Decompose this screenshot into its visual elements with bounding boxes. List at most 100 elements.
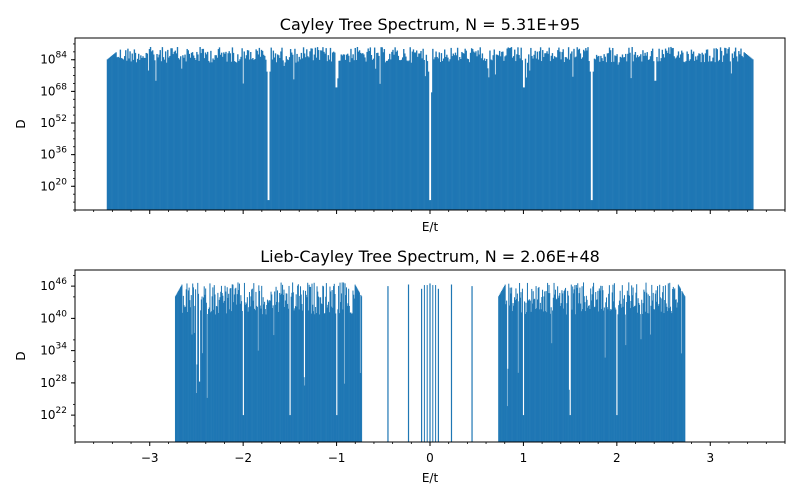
cayley-bar (620, 57, 623, 211)
lieb-cayley-bar (662, 292, 664, 442)
lieb-cayley-bar (664, 300, 666, 442)
lieb-cayley-bar (262, 297, 264, 442)
lieb-cayley-bar (309, 286, 311, 442)
lieb-cayley-bar (514, 297, 516, 442)
lieb-cayley-bar (300, 286, 302, 442)
lieb-cayley-bar (320, 297, 322, 442)
lieb-cayley-bar (336, 415, 338, 442)
cayley-bar (578, 48, 581, 211)
cayley-bar (124, 56, 126, 210)
lieb-cayley-bar (652, 292, 654, 442)
cayley-bar (133, 49, 136, 210)
lieb-cayley-bar (228, 309, 230, 442)
cayley-bar (544, 53, 546, 211)
cayley-bar (706, 49, 709, 210)
lieb-cayley-bar (554, 289, 556, 442)
cayley-bar (613, 61, 615, 210)
lieb-cayley-bar (557, 286, 559, 442)
cayley-bar (265, 59, 267, 210)
lieb-cayley-bar (178, 289, 180, 442)
cayley-bar (417, 56, 419, 210)
cayley-bar (361, 53, 363, 210)
cayley-bar (673, 56, 675, 211)
lieb-cayley-bar (504, 284, 506, 442)
lieb-cayley-bar (344, 283, 346, 442)
cayley-bar (164, 51, 167, 210)
cayley-bar (635, 57, 638, 210)
lieb-cayley-bar (511, 287, 513, 442)
lieb-cayley-bar (574, 285, 576, 442)
cayley-bar (219, 54, 222, 210)
cayley-bar (130, 61, 132, 210)
lieb-cayley-bar (619, 290, 621, 442)
lieb-cayley-bar (281, 293, 283, 442)
cayley-bar (509, 47, 512, 210)
cayley-bar (303, 53, 306, 210)
cayley-bar (239, 59, 241, 211)
cayley-bar (194, 57, 196, 210)
lieb-cayley-bar (325, 283, 327, 442)
lieb-cayley-bar (328, 301, 330, 442)
lieb-cayley-bar (633, 306, 635, 442)
cayley-bar (390, 59, 392, 211)
cayley-bar (302, 47, 305, 210)
lieb-cayley-bar (360, 294, 362, 442)
cayley-bar (715, 48, 717, 211)
lieb-cayley-bar (264, 309, 266, 442)
lieb-cayley-bar (236, 304, 238, 442)
lieb-cayley-x-tick-label: 0 (426, 451, 434, 465)
cayley-bar (313, 54, 316, 210)
cayley-bar (243, 51, 245, 210)
cayley-bar (676, 55, 679, 210)
cayley-bar (531, 55, 533, 211)
cayley-bar (209, 62, 211, 211)
cayley-bar (526, 62, 529, 211)
lieb-cayley-bar (627, 294, 629, 442)
lieb-cayley-bar (231, 284, 233, 442)
lieb-cayley-bar (564, 289, 566, 442)
cayley-bar (419, 53, 421, 210)
cayley-bar (623, 57, 626, 210)
lieb-cayley-bar (506, 406, 508, 442)
cayley-bar (683, 61, 685, 211)
lieb-cayley-bar (570, 415, 572, 442)
cayley-bar (339, 60, 341, 210)
cayley-bar (445, 56, 447, 211)
cayley-xlabel: E/t (422, 220, 439, 234)
cayley-bar (692, 51, 695, 210)
lieb-cayley-bar (182, 295, 184, 442)
cayley-bar (554, 57, 557, 210)
lieb-cayley-bar (498, 294, 500, 442)
lieb-cayley-bar (330, 291, 332, 442)
cayley-bar (389, 53, 391, 211)
cayley-bar (391, 51, 393, 210)
lieb-cayley-bar (677, 302, 679, 442)
cayley-bar (284, 62, 286, 211)
cayley-bar (562, 49, 564, 211)
lieb-cayley-bar (263, 304, 265, 442)
lieb-cayley-bar (302, 290, 304, 442)
cayley-bar (470, 48, 473, 211)
cayley-bar (449, 59, 451, 211)
lieb-cayley-bar (348, 288, 350, 442)
lieb-cayley-bar (236, 294, 238, 442)
cayley-bar (718, 59, 721, 210)
lieb-cayley-bar (624, 314, 626, 442)
lieb-cayley-bar (332, 307, 334, 442)
lieb-cayley-bar (555, 299, 557, 442)
cayley-bar (338, 60, 340, 210)
cayley-bar (712, 57, 714, 210)
lieb-cayley-bar (253, 283, 255, 442)
lieb-cayley-bar (515, 288, 517, 442)
cayley-bar (548, 47, 550, 211)
cayley-bar (735, 56, 738, 211)
lieb-cayley-bar (669, 282, 671, 442)
lieb-cayley-bar (288, 285, 290, 442)
cayley-bar (530, 47, 532, 211)
cayley-bar (560, 59, 562, 210)
cayley-bar (521, 60, 523, 211)
lieb-cayley-bar (342, 309, 344, 442)
cayley-bar (599, 61, 601, 211)
lieb-cayley-bar (257, 350, 259, 442)
